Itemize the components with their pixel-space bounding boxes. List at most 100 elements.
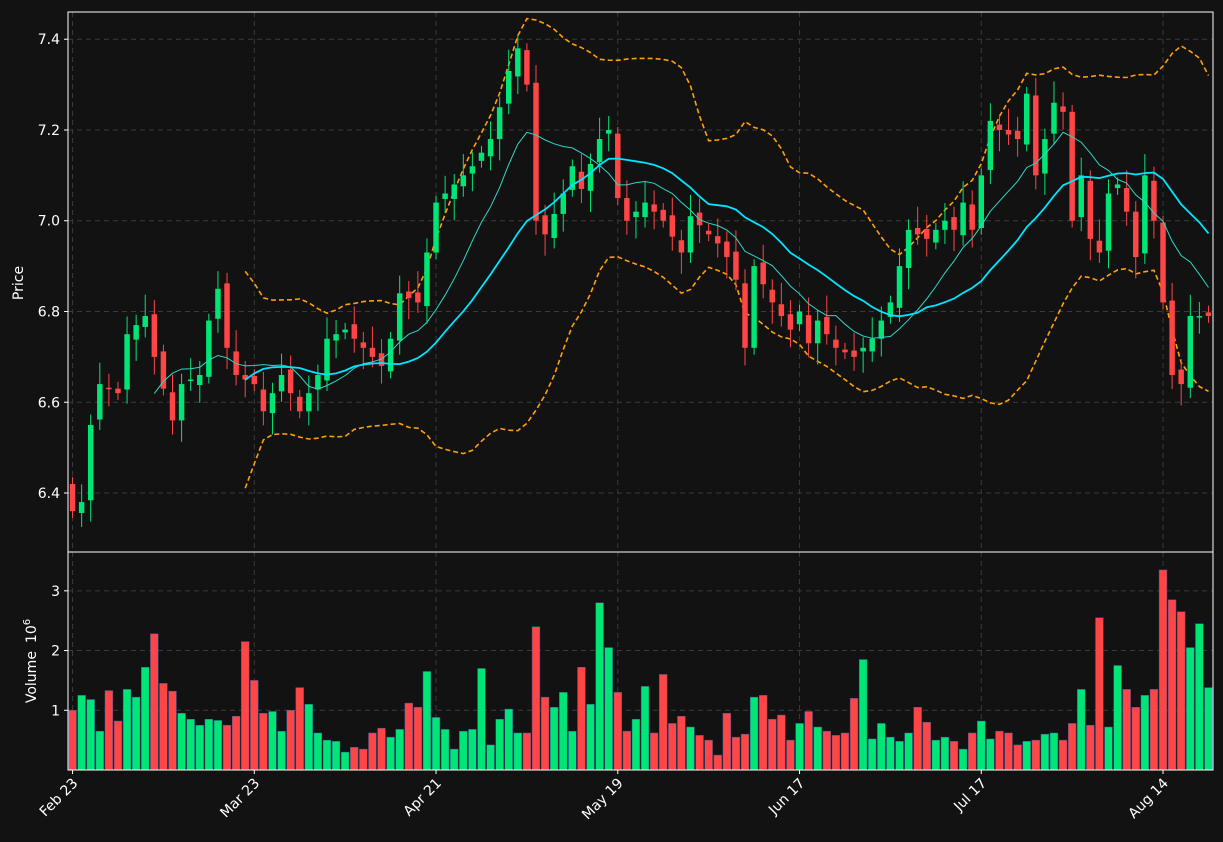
candle-body — [1023, 93, 1030, 145]
candle-body — [333, 334, 339, 341]
candle-body — [106, 387, 112, 390]
volume-bar — [322, 739, 332, 771]
candle-body — [633, 211, 639, 218]
candle-body — [787, 314, 794, 330]
volume-bar — [722, 713, 731, 771]
volume-bar — [350, 747, 359, 771]
volume-bar — [677, 715, 686, 771]
candle-body — [569, 166, 576, 190]
volume-bar — [1077, 689, 1086, 771]
candle-body — [187, 379, 194, 382]
candle-body — [1033, 95, 1039, 176]
candle-body — [442, 193, 448, 199]
candle-body — [914, 228, 921, 235]
volume-bar — [977, 720, 986, 771]
candle-body — [842, 349, 848, 353]
candle-body — [1151, 180, 1157, 221]
volume-bar — [595, 602, 604, 771]
volume-bar — [740, 733, 750, 771]
volume-bar — [468, 729, 477, 771]
moving-averages — [153, 131, 1210, 394]
candle-body — [351, 324, 357, 339]
candle-body — [805, 315, 812, 344]
candle-body — [1078, 175, 1084, 218]
candle-body — [124, 334, 130, 390]
volume-bar — [241, 641, 250, 771]
volume-bar — [649, 732, 659, 771]
candle-body — [415, 292, 421, 303]
volume-bar — [1004, 732, 1013, 771]
candle-body — [424, 252, 430, 307]
volume-bar — [522, 732, 532, 771]
volume-bar — [904, 732, 913, 771]
volume-bar — [913, 707, 922, 771]
candle-body — [1096, 240, 1103, 253]
volume-tick-label: 1 — [51, 703, 60, 719]
candle-body — [669, 215, 676, 237]
volume-bar — [1095, 617, 1104, 771]
volume-bar — [768, 718, 777, 771]
candle-body — [1014, 130, 1021, 140]
volume-bar — [159, 683, 168, 771]
volume-bar — [1186, 647, 1195, 771]
price-tick-label: 7.2 — [38, 123, 60, 139]
volume-bar — [450, 748, 459, 771]
volume-bar — [1113, 665, 1122, 771]
candle-body — [224, 283, 230, 348]
volume-tick-label: 2 — [51, 644, 60, 660]
volume-bar — [1167, 599, 1177, 771]
volume-bar — [540, 696, 550, 771]
candle-body — [1069, 111, 1075, 221]
volume-bar — [268, 711, 277, 771]
volume-bar — [359, 748, 368, 771]
candle-body — [678, 240, 685, 253]
volume-bar — [804, 711, 813, 771]
volume-bar — [858, 659, 868, 771]
candle-body — [369, 347, 376, 357]
candle-body — [1005, 129, 1012, 135]
candle-body — [751, 266, 757, 348]
candle-body — [342, 329, 348, 333]
candle-body — [97, 384, 103, 420]
upper-band-line — [244, 17, 1210, 315]
candle-body — [615, 133, 621, 199]
volume-bar — [113, 720, 123, 771]
volume-bar — [86, 699, 95, 771]
candle-body — [887, 302, 894, 317]
volume-bar — [1058, 739, 1068, 771]
volume-bar — [477, 668, 486, 771]
volume-bar — [486, 744, 495, 771]
candle-body — [1142, 175, 1148, 254]
candle-body — [260, 389, 267, 412]
volume-bar — [886, 736, 895, 771]
candle-body — [1114, 184, 1121, 189]
volume-bar — [568, 730, 577, 771]
candle-body — [896, 266, 903, 308]
candle-body — [69, 483, 76, 512]
candle-body — [924, 228, 930, 239]
volume-bar — [613, 692, 622, 771]
candle-body — [687, 216, 694, 253]
volume-tick-label: 3 — [51, 584, 60, 600]
volume-bar — [713, 754, 722, 771]
volume-bar — [995, 730, 1004, 771]
candle-body — [1169, 300, 1175, 376]
volume-bar — [1195, 623, 1204, 771]
price-tick-label: 7.0 — [38, 214, 60, 230]
volume-bar — [495, 718, 504, 771]
candle-body — [660, 209, 666, 221]
volume-bar — [177, 713, 186, 771]
candle-body — [605, 129, 612, 134]
volume-bar — [313, 732, 323, 771]
volume-bar — [631, 718, 641, 771]
candle-body — [951, 217, 957, 230]
volume-bar — [659, 674, 668, 771]
volume-bar — [1040, 733, 1050, 771]
candle-body — [469, 166, 476, 174]
candle-body — [396, 293, 403, 341]
candle-body — [151, 314, 158, 357]
volume-bar — [668, 723, 677, 771]
candle-body — [306, 393, 312, 412]
candle-body — [433, 202, 439, 253]
volume-bar — [204, 718, 214, 771]
